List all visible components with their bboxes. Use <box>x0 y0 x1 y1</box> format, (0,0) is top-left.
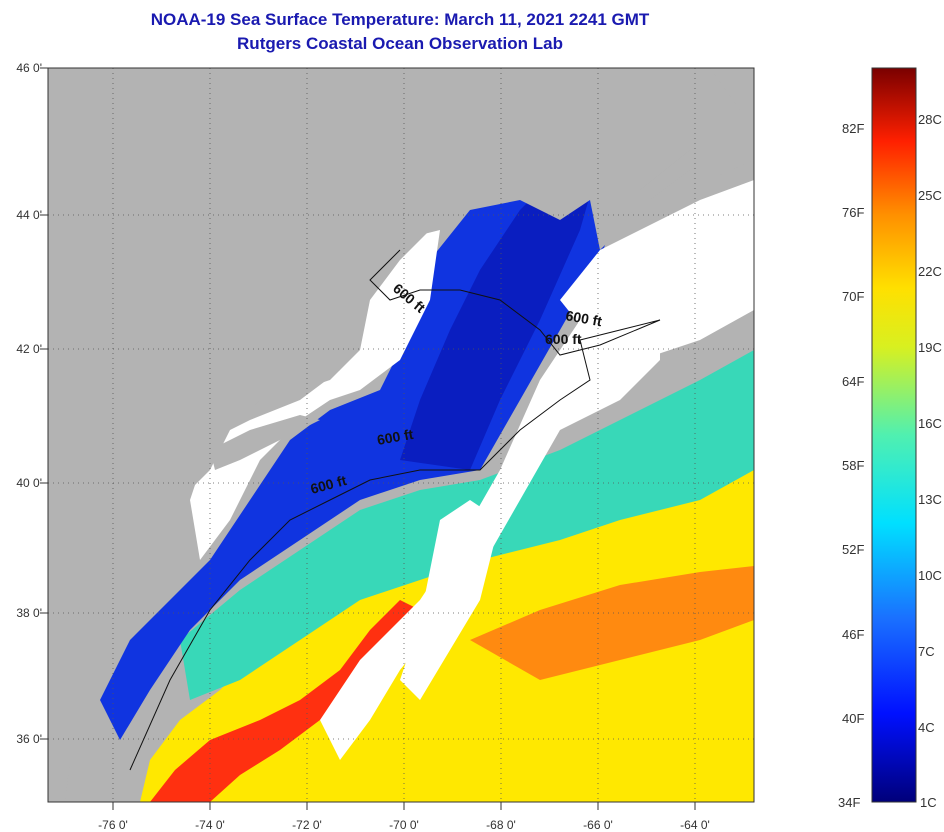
colorbar-c-label: 4C <box>918 720 935 735</box>
colorbar-c-label: 1C <box>920 795 937 810</box>
contour-label: 600 ft <box>376 426 415 448</box>
lat-label: 42 0' <box>16 342 42 356</box>
colorbar-c-label: 7C <box>918 644 935 659</box>
colorbar <box>871 67 917 803</box>
colorbar-c-label: 19C <box>918 340 942 355</box>
colorbar-c-label: 10C <box>918 568 942 583</box>
lon-label: -72 0' <box>292 818 322 832</box>
lon-label: -66 0' <box>583 818 613 832</box>
title-line-1: NOAA-19 Sea Surface Temperature: March 1… <box>150 10 650 29</box>
contour-label: 600 ft <box>564 307 603 329</box>
lon-label: -64 0' <box>680 818 710 832</box>
colorbar-f-label: 64F <box>842 374 865 389</box>
colorbar-f-label: 82F <box>842 121 865 136</box>
land-novascotia <box>600 68 754 240</box>
colorbar-c-label: 22C <box>918 264 942 279</box>
colorbar-f-label: 58F <box>842 458 865 473</box>
land-longisland <box>210 415 320 470</box>
lon-label: -70 0' <box>389 818 419 832</box>
ocean-cold-deep <box>400 160 600 470</box>
contour-label: 600 ft <box>545 331 582 347</box>
land-coast <box>48 68 754 802</box>
cloud-cover-3 <box>560 180 754 360</box>
map-frame <box>47 67 755 803</box>
lat-label: 44 0' <box>16 208 42 222</box>
lon-label: -68 0' <box>486 818 516 832</box>
lon-label: -74 0' <box>195 818 225 832</box>
colorbar-f-label: 76F <box>842 205 865 220</box>
lat-label: 40 0' <box>16 476 42 490</box>
colorbar-f-label: 34F <box>838 795 861 810</box>
cloud-cover-4 <box>400 500 500 700</box>
map-area <box>48 68 754 802</box>
ocean-orange <box>470 566 754 680</box>
colorbar-c-label: 25C <box>918 188 942 203</box>
colorbar-c-label: 13C <box>918 492 942 507</box>
ocean-red-gulfstream <box>150 600 420 802</box>
lat-label: 46 0' <box>16 61 42 75</box>
colorbar-f-label: 40F <box>842 711 865 726</box>
colorbar-c-label: 28C <box>918 112 942 127</box>
colorbar-c-label: 16C <box>918 416 942 431</box>
cloud-cover <box>190 230 440 560</box>
title-line-2: Rutgers Coastal Ocean Observation Lab <box>237 34 563 53</box>
depth-contour <box>129 249 661 771</box>
lon-label: -76 0' <box>98 818 128 832</box>
colorbar-f-label: 46F <box>842 627 865 642</box>
colorbar-f-label: 52F <box>842 542 865 557</box>
colorbar-f-label: 70F <box>842 289 865 304</box>
lat-label: 38 0' <box>16 606 42 620</box>
lat-label: 36 0' <box>16 732 42 746</box>
